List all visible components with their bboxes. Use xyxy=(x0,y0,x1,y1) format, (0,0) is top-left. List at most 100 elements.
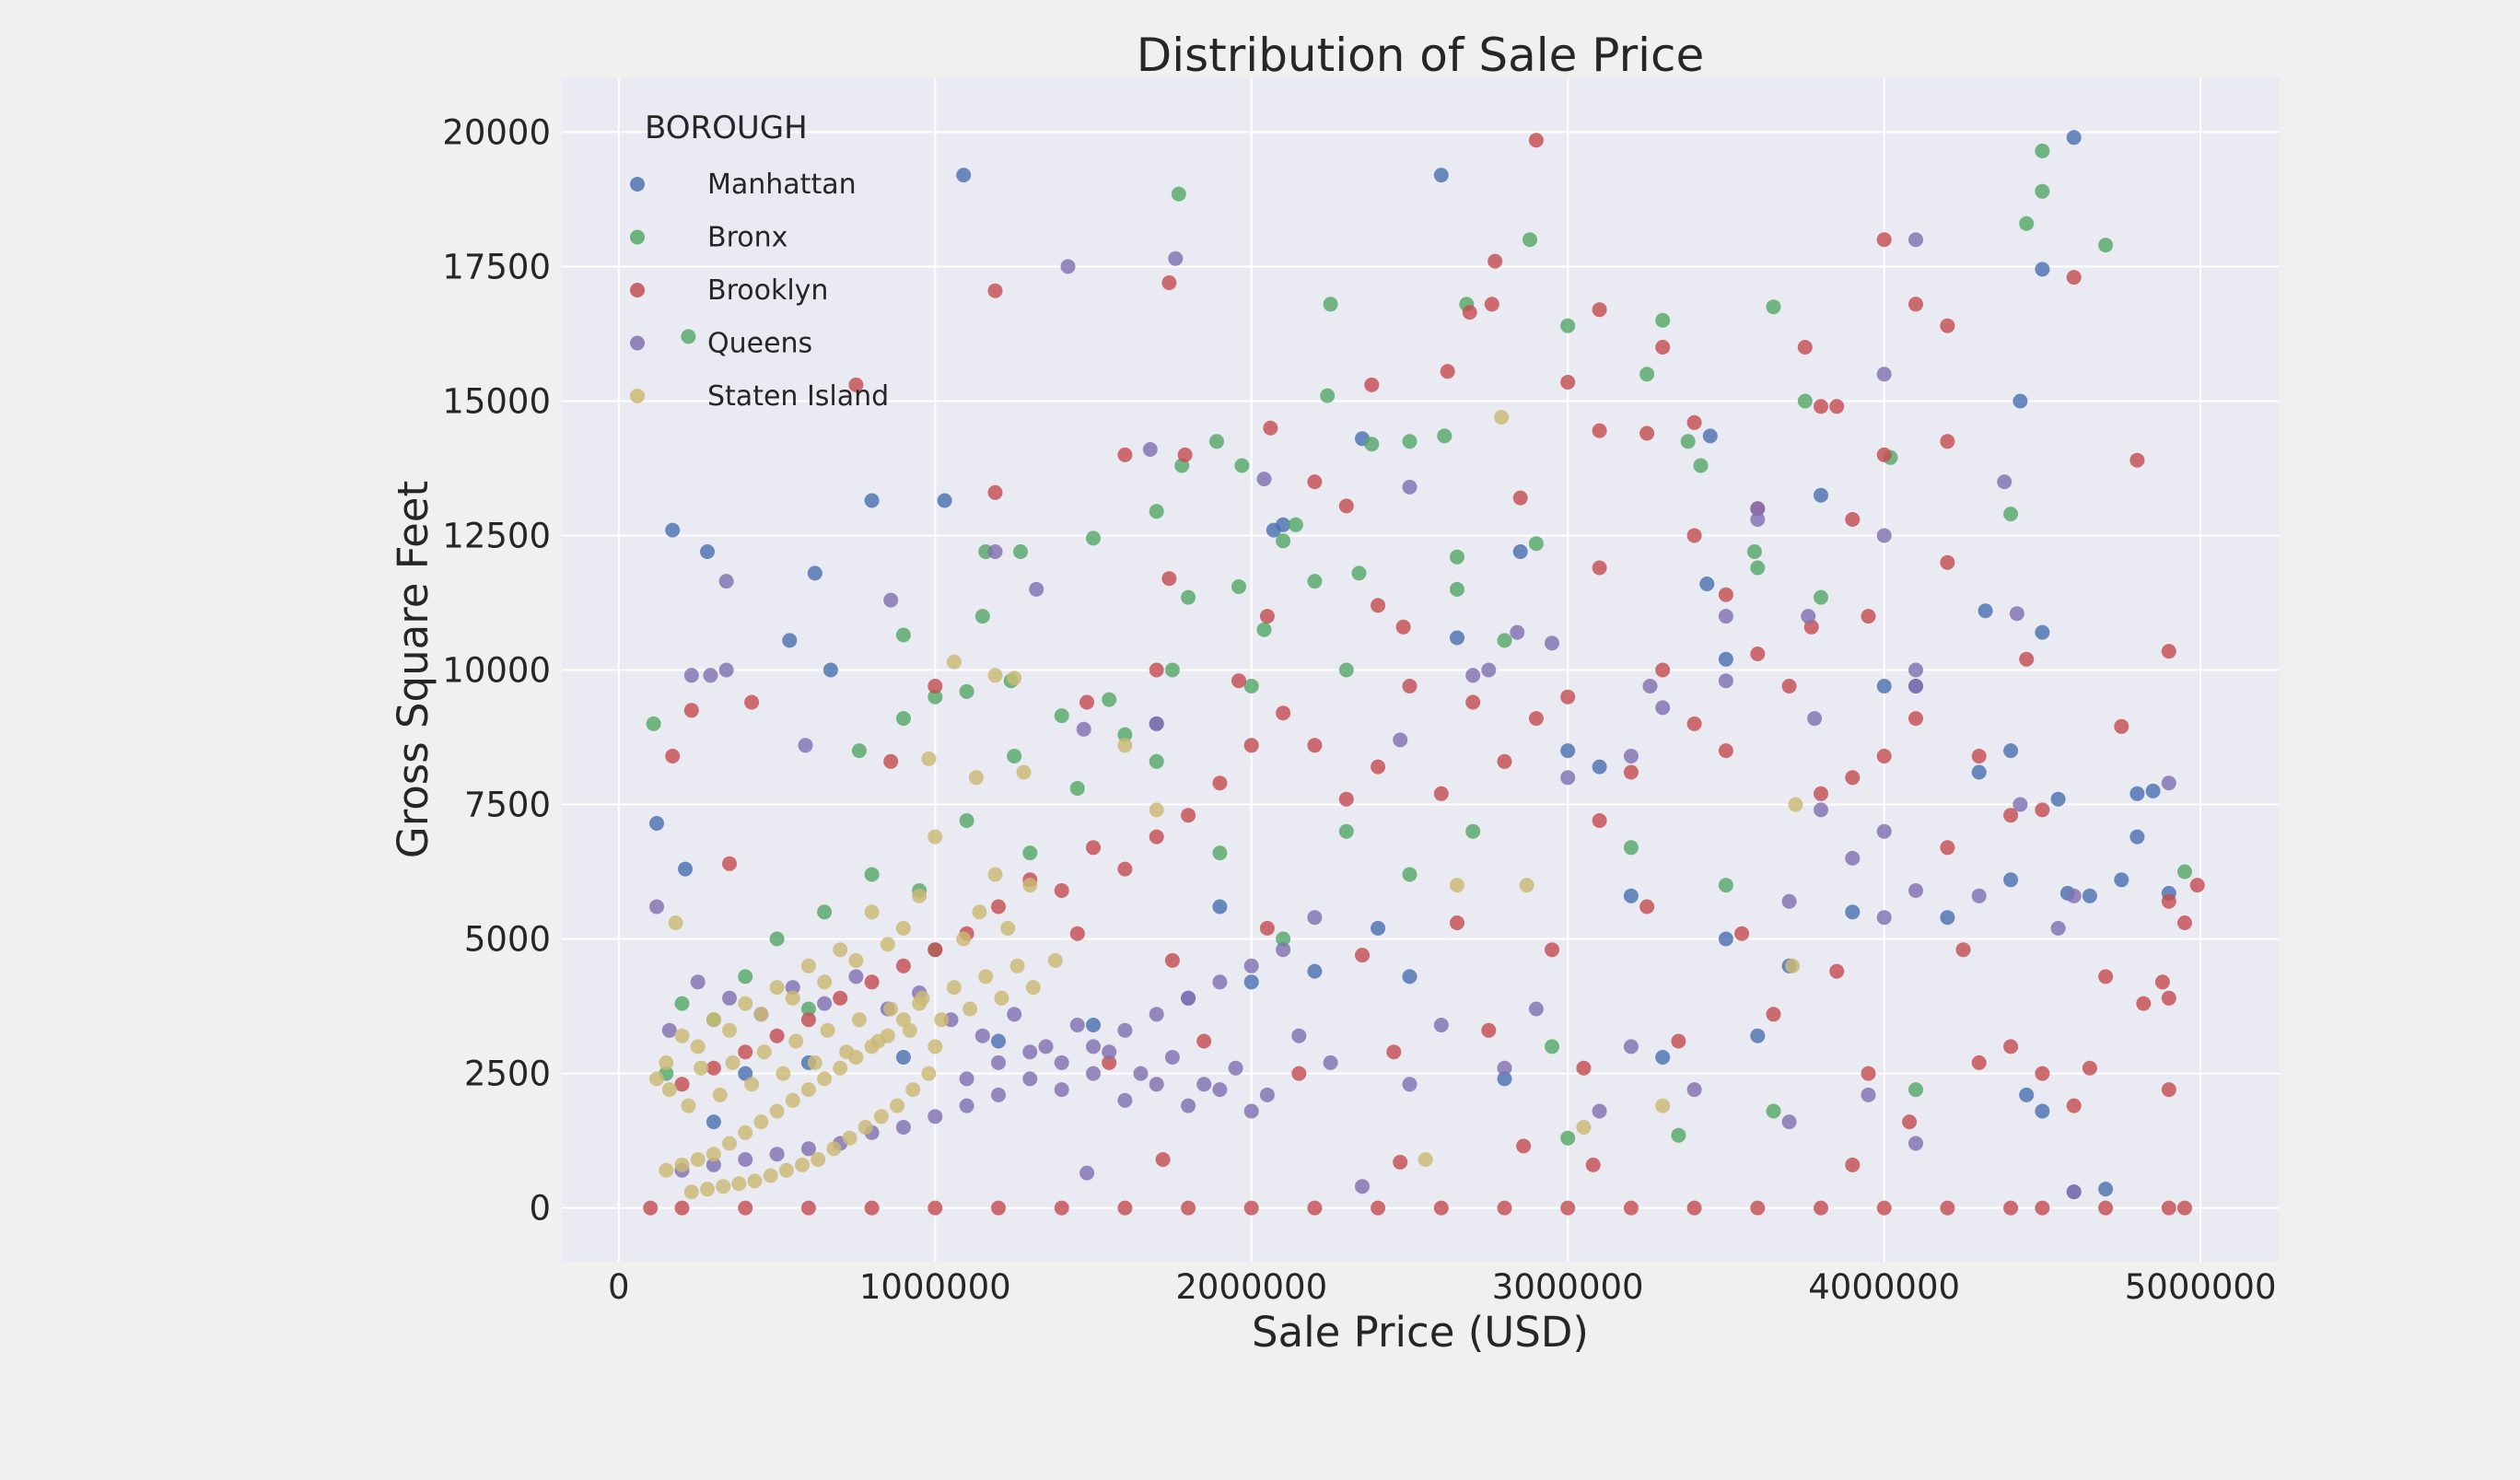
data-point-brooklyn xyxy=(2035,1200,2050,1216)
data-point-brooklyn xyxy=(987,283,1003,298)
data-point-queens xyxy=(1149,716,1164,731)
data-point-bronx xyxy=(1256,622,1272,637)
data-point-staten-island xyxy=(870,1033,886,1049)
legend-title: BOROUGH xyxy=(645,110,808,146)
data-point-staten-island xyxy=(747,1173,763,1189)
data-point-brooklyn xyxy=(1639,899,1655,915)
data-point-brooklyn xyxy=(1079,694,1095,710)
data-point-queens xyxy=(1781,1114,1797,1130)
data-point-brooklyn xyxy=(1259,609,1275,624)
data-point-queens xyxy=(2066,1184,2082,1200)
data-point-staten-island xyxy=(962,1001,978,1017)
data-point-staten-island xyxy=(883,1001,899,1017)
data-point-bronx xyxy=(1718,878,1733,893)
data-point-bronx xyxy=(1746,544,1762,559)
data-point-brooklyn xyxy=(674,1077,690,1092)
data-point-queens xyxy=(785,980,800,996)
data-point-manhattan xyxy=(1750,1028,1766,1043)
data-point-brooklyn xyxy=(2082,1060,2097,1076)
data-point-brooklyn xyxy=(706,1060,721,1076)
data-point-manhattan xyxy=(2035,262,2050,277)
data-point-staten-island xyxy=(776,1066,791,1081)
data-point-queens xyxy=(1007,1007,1022,1022)
legend-marker-queens xyxy=(630,335,645,351)
data-point-bronx xyxy=(1680,434,1696,449)
data-point-manhattan xyxy=(2066,130,2082,146)
data-point-queens xyxy=(1259,1087,1275,1102)
data-point-brooklyn xyxy=(1450,915,1464,930)
data-point-queens xyxy=(690,974,706,990)
data-point-queens xyxy=(1355,1179,1370,1194)
data-point-brooklyn xyxy=(1155,1152,1171,1167)
data-point-brooklyn xyxy=(928,942,943,958)
data-point-queens xyxy=(1908,662,1923,678)
data-point-manhattan xyxy=(2145,783,2161,798)
data-point-queens xyxy=(1054,1055,1069,1070)
series-staten-island xyxy=(649,410,1803,1200)
data-point-brooklyn xyxy=(665,749,681,763)
data-point-queens xyxy=(1876,528,1892,543)
data-point-brooklyn xyxy=(1054,1200,1069,1216)
y-tick-label: 7500 xyxy=(464,786,551,825)
data-point-staten-island xyxy=(842,1130,858,1146)
data-point-brooklyn xyxy=(683,703,699,718)
data-point-queens xyxy=(1212,1082,1228,1098)
data-point-manhattan xyxy=(2019,1087,2035,1102)
data-point-manhattan xyxy=(1307,963,1323,979)
data-point-bronx xyxy=(1069,781,1085,796)
x-tick-label: 5000000 xyxy=(2125,1267,2277,1307)
data-point-queens xyxy=(1228,1060,1243,1076)
data-point-bronx xyxy=(1320,388,1336,403)
data-point-manhattan xyxy=(2003,872,2019,888)
data-point-manhattan xyxy=(1433,168,1449,183)
data-point-staten-island xyxy=(873,1109,889,1125)
data-point-manhattan xyxy=(782,633,798,648)
data-point-queens xyxy=(1876,823,1892,839)
data-point-queens xyxy=(1142,442,1158,457)
data-point-bronx xyxy=(1671,1127,1686,1143)
data-point-queens xyxy=(1168,251,1184,266)
data-point-queens xyxy=(1086,1066,1101,1081)
data-point-brooklyn xyxy=(1686,716,1702,731)
data-point-bronx xyxy=(1171,186,1186,202)
data-point-bronx xyxy=(1022,845,1038,861)
data-point-brooklyn xyxy=(1940,318,1955,333)
data-point-staten-island xyxy=(731,1176,747,1192)
data-point-staten-island xyxy=(659,1055,674,1070)
data-point-bronx xyxy=(1288,517,1303,532)
data-point-bronx xyxy=(1209,434,1224,449)
data-point-queens xyxy=(1243,1103,1259,1119)
data-point-queens xyxy=(1060,259,1076,274)
data-point-queens xyxy=(1149,1077,1164,1092)
data-point-brooklyn xyxy=(769,1028,785,1043)
data-point-queens xyxy=(1022,1044,1038,1060)
data-point-brooklyn xyxy=(991,899,1006,915)
data-point-brooklyn xyxy=(1655,662,1671,678)
data-point-bronx xyxy=(800,1001,816,1017)
data-point-brooklyn xyxy=(1686,414,1702,430)
data-point-brooklyn xyxy=(1797,340,1813,355)
legend-marker-bronx xyxy=(630,229,645,245)
data-point-brooklyn xyxy=(1576,1060,1592,1076)
data-point-brooklyn xyxy=(1196,1033,1212,1049)
data-point-brooklyn xyxy=(2066,1098,2082,1113)
data-point-staten-island xyxy=(826,1141,842,1157)
data-point-manhattan xyxy=(1814,487,1828,503)
data-point-brooklyn xyxy=(1402,679,1418,693)
data-point-manhattan xyxy=(1592,759,1607,775)
data-point-brooklyn xyxy=(1086,840,1101,856)
data-point-queens xyxy=(661,1022,677,1038)
data-point-brooklyn xyxy=(2161,990,2176,1006)
data-point-brooklyn xyxy=(1462,305,1477,320)
data-point-staten-island xyxy=(848,952,864,968)
data-point-brooklyn xyxy=(1686,528,1702,543)
data-point-brooklyn xyxy=(2003,808,2019,823)
data-point-brooklyn xyxy=(2161,893,2176,909)
data-point-staten-island xyxy=(756,1044,772,1060)
data-point-manhattan xyxy=(937,493,952,508)
data-point-staten-island xyxy=(661,1082,677,1098)
data-point-bronx xyxy=(1655,312,1671,328)
data-point-queens xyxy=(649,899,664,915)
data-point-staten-island xyxy=(890,1098,905,1113)
data-point-queens xyxy=(1908,679,1923,693)
